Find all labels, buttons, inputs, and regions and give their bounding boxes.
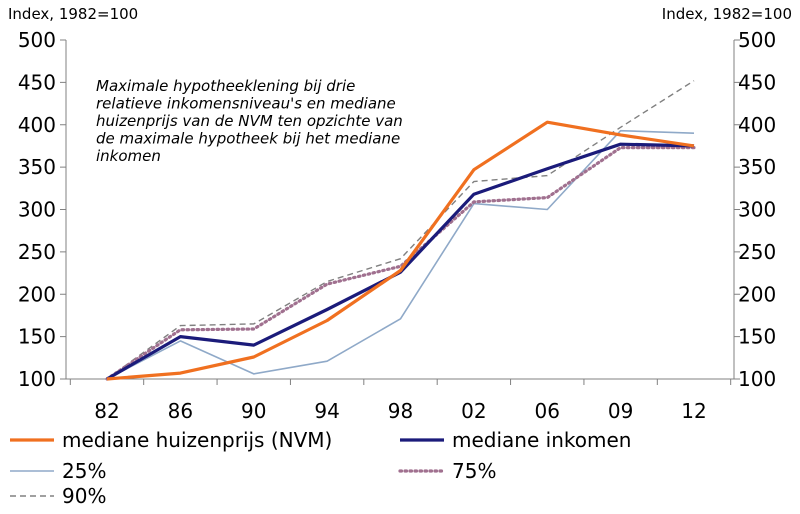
left-axis-unit-label: Index, 1982=100 [8,5,138,23]
y-tick-label-left: 300 [18,198,56,222]
y-tick-label-left: 350 [18,155,56,179]
legend-label: 25% [62,459,106,483]
right-axis-unit-label: Index, 1982=100 [662,5,792,23]
chart-annotation-line: de maximale hypotheek bij het mediane [96,130,400,148]
labels-layer: 100 100 150 150 200 200 250 250 300 300 350 350 400 4… [8,5,792,423]
y-tick-label-left: 250 [18,240,56,264]
legend-label: 90% [62,484,106,508]
legend-label: 75% [452,459,496,483]
chart-annotation-line: Maximale hypotheeklening bij drie [96,77,355,95]
x-tick-label: 12 [681,399,706,423]
chart-annotation-line: relatieve inkomensniveau's en mediane [96,95,396,113]
y-tick-label-left: 500 [18,28,56,52]
x-tick-label: 02 [461,399,486,423]
series-layer [105,80,696,381]
y-tick-label-left: 100 [18,367,56,391]
x-tick-label: 94 [314,399,339,423]
x-tick-label: 06 [535,399,560,423]
series-line-75- [105,146,696,381]
y-tick-label-right: 400 [738,113,776,137]
legend: mediane huizenprijs (NVM) mediane inkomen… [10,428,631,508]
y-tick-label-right: 100 [738,367,776,391]
y-tick-label-right: 200 [738,282,776,306]
series-line-90- [106,80,695,380]
y-tick-label-left: 150 [18,325,56,349]
x-tick-label: 86 [168,399,193,423]
series-line-25- [106,129,695,380]
axes [60,39,740,385]
y-tick-label-right: 300 [738,198,776,222]
legend-label: mediane huizenprijs (NVM) [62,428,332,452]
series-line-mediane-huizenprijs-nvm- [106,120,695,381]
y-tick-label-right: 250 [738,240,776,264]
x-tick-label: 82 [94,399,119,423]
legend-label: mediane inkomen [452,428,631,452]
x-tick-label: 98 [388,399,413,423]
y-tick-label-right: 350 [738,155,776,179]
y-tick-label-left: 400 [18,113,56,137]
x-tick-label: 09 [608,399,633,423]
chart-annotation-line: huizenprijs van de NVM ten opzichte van [96,112,403,130]
y-tick-label-right: 150 [738,325,776,349]
chart-annotation-line: inkomen [96,147,161,165]
series-line-mediane-inkomen [106,142,695,381]
x-tick-label: 90 [241,399,266,423]
y-tick-label-left: 200 [18,282,56,306]
y-tick-label-right: 450 [738,70,776,94]
y-tick-label-right: 500 [738,28,776,52]
y-tick-label-left: 450 [18,70,56,94]
